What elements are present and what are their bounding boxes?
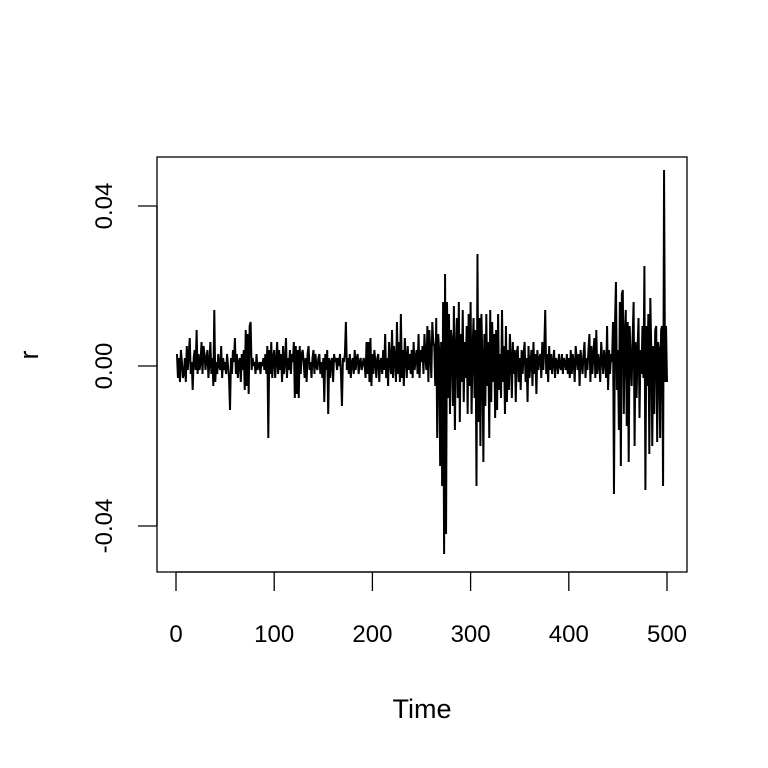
x-axis: 0 100 200 300 400 500 [169,571,687,648]
x-tick-label: 0 [169,621,182,648]
y-tick-label: 0.04 [91,183,118,230]
y-axis-label: r [14,351,44,360]
y-tick-label: -0.04 [91,499,118,554]
x-tick-label: 100 [254,621,294,648]
x-tick-label: 200 [352,621,392,648]
y-axis: -0.04 0.00 0.04 [91,183,158,554]
x-tick-label: 500 [647,621,687,648]
y-tick-label: 0.00 [91,343,118,390]
x-tick-label: 300 [451,621,491,648]
series-line [175,169,668,555]
x-axis-label: Time [393,694,452,724]
x-tick-label: 400 [549,621,589,648]
